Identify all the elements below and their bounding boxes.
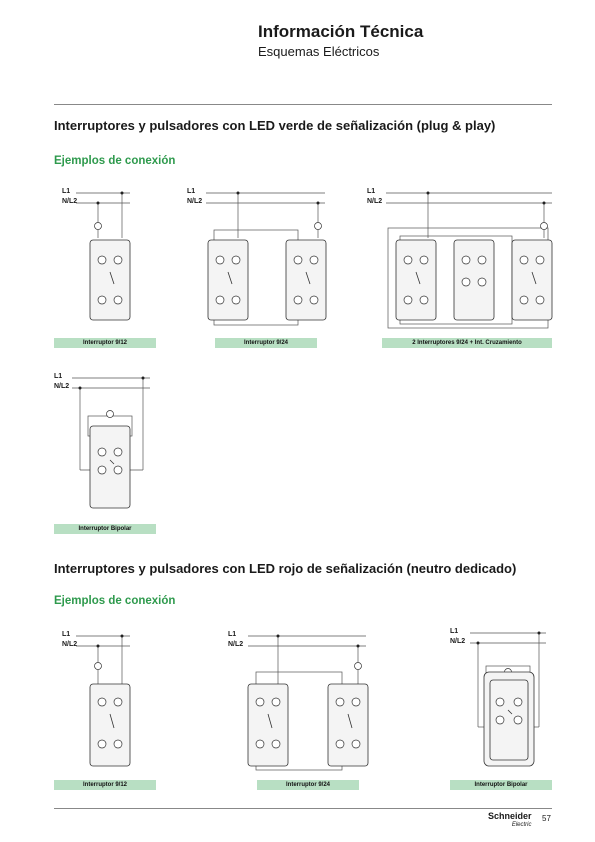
page-title: Información Técnica [258,22,424,41]
nl2-label: N/L2 [62,198,78,205]
nl2-label: N/L2 [367,198,383,205]
caption-cruzamiento: 2 Interruptores 9/24 + Int. Cruzamiento [382,338,552,348]
nl2-label: N/L2 [187,198,203,205]
l1-label: L1 [367,188,376,195]
nl2-label: N/L2 [62,641,78,648]
footer-divider [54,808,552,809]
section2-examples-label: Ejemplos de conexión [54,595,176,607]
l1-label: L1 [450,628,459,635]
caption-interruptor-9-24: Interruptor 9/24 [215,338,317,348]
l1-label: L1 [187,188,196,195]
caption-interruptor-bipolar: Interruptor Bipolar [450,780,552,790]
brand-logo: Schneider Electric [488,812,532,830]
section1-title: Interruptores y pulsadores con LED verde… [54,118,496,133]
caption-interruptor-9-12: Interruptor 9/12 [54,338,156,348]
l1-label: L1 [62,631,71,638]
l1-label: L1 [54,373,63,380]
header-divider [54,104,552,105]
page-subtitle: Esquemas Eléctricos [258,44,380,59]
brand-sub: Electric [511,822,532,828]
caption-interruptor-9-24: Interruptor 9/24 [257,780,359,790]
section2-title: Interruptores y pulsadores con LED rojo … [54,561,517,576]
page-number: 57 [542,814,551,823]
l1-label: L1 [228,631,237,638]
nl2-label: N/L2 [54,383,70,390]
brand-name: Schneider [488,811,532,821]
l1-label: L1 [62,188,71,195]
caption-interruptor-bipolar: Interruptor Bipolar [54,524,156,534]
caption-interruptor-9-12: Interruptor 9/12 [54,780,156,790]
nl2-label: N/L2 [450,638,466,645]
nl2-label: N/L2 [228,641,244,648]
section1-examples-label: Ejemplos de conexión [54,155,176,167]
